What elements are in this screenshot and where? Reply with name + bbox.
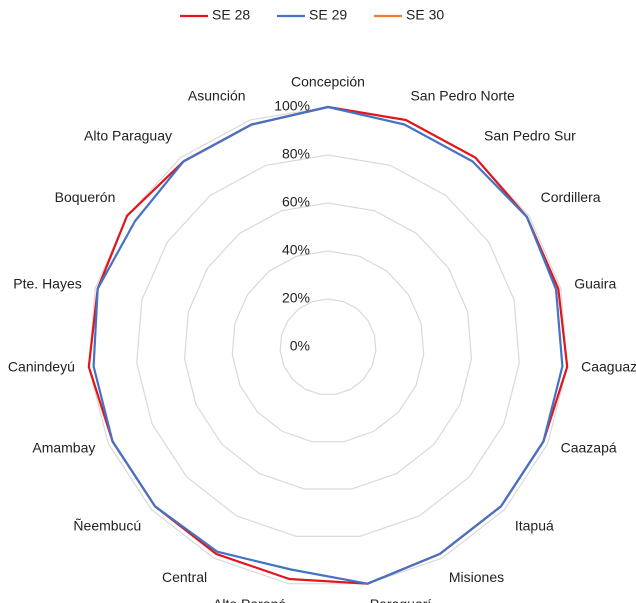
legend-label: SE 28 [212,7,250,23]
grid-ring [88,106,568,585]
grid-ring [279,298,377,395]
category-label: San Pedro Norte [410,87,514,103]
category-label: Asunción [188,87,246,103]
category-label: Concepción [291,74,365,90]
category-label: Central [162,569,207,585]
tick-label: 20% [282,290,310,306]
category-label: Pte. Hayes [13,275,81,291]
tick-label: 40% [282,242,310,258]
series-line [92,105,564,585]
category-label: Alto Paraná [213,596,286,603]
category-label: Misiones [449,569,504,585]
category-label: Amambay [32,440,95,456]
category-label: Itapuá [515,518,554,534]
category-label: Caazapá [561,440,617,456]
category-label: Ñeembucú [73,518,141,534]
category-label: Cordillera [541,189,601,205]
category-label: Paraguarí [370,596,432,603]
category-label: Guaira [574,275,616,291]
grid-ring [183,202,473,490]
category-label: Boquerón [55,189,116,205]
legend-label: SE 29 [309,7,347,23]
tick-label: 80% [282,146,310,162]
category-label: Canindeyú [8,359,75,375]
tick-label: 100% [274,98,310,114]
legend-label: SE 30 [406,7,444,23]
tick-label: 60% [282,194,310,210]
grid-ring [136,154,520,538]
category-label: San Pedro Sur [484,127,576,143]
tick-label: 0% [290,338,310,354]
category-label: Alto Paraguay [84,127,172,143]
category-label: Caaguazú [581,359,636,375]
grid-ring [231,250,425,443]
